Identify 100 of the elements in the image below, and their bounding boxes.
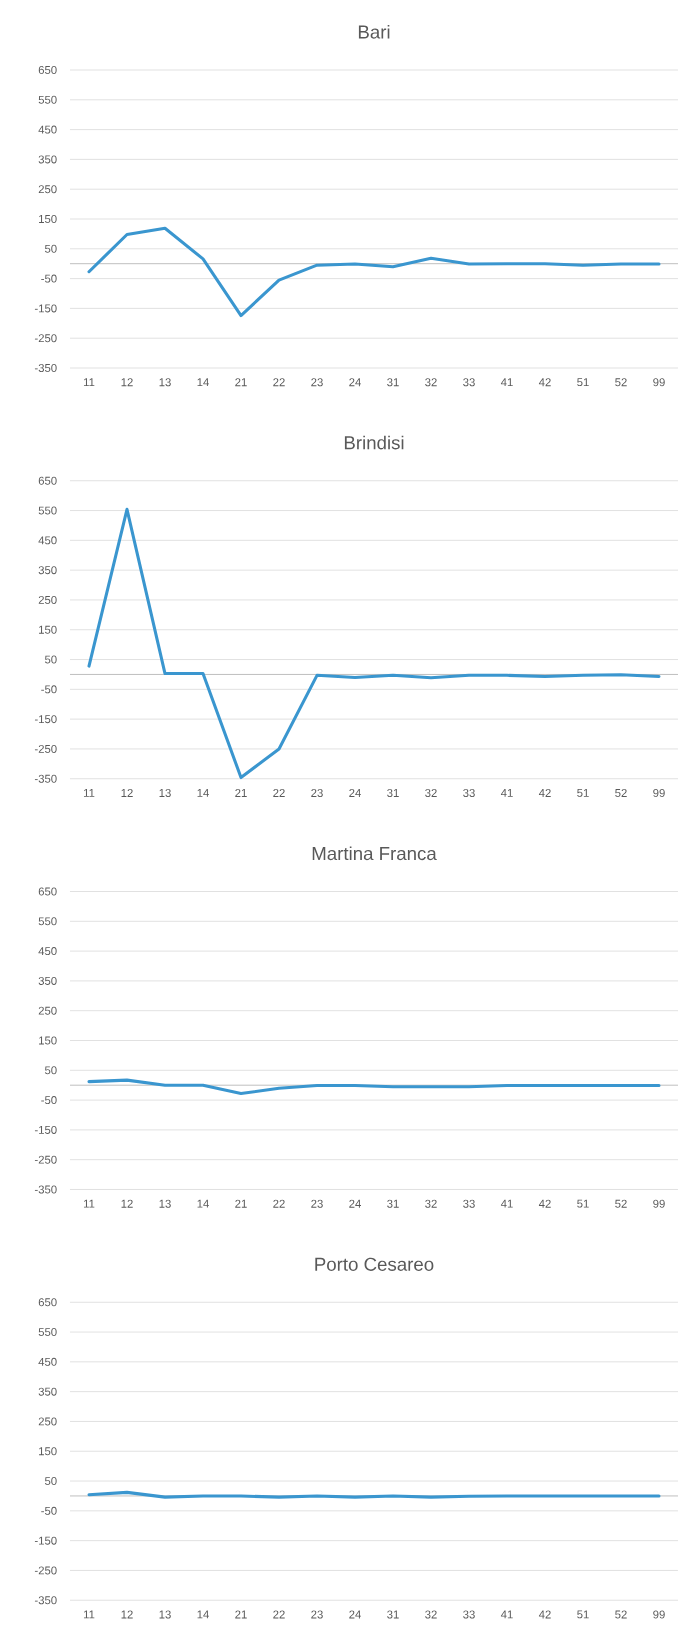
x-tick-label: 22 (273, 378, 285, 387)
x-tick-label: 33 (463, 378, 475, 387)
y-tick-label: 450 (38, 125, 57, 134)
y-tick-label: -150 (34, 1536, 57, 1545)
x-tick-label: 41 (500, 788, 513, 797)
x-tick-label: 31 (387, 1610, 399, 1619)
x-tick-label: 23 (311, 378, 323, 387)
x-tick-label: 21 (235, 378, 247, 387)
x-tick-label: 21 (235, 1610, 247, 1619)
x-tick-label: 21 (235, 1199, 247, 1208)
y-tick-label: 350 (38, 566, 57, 575)
y-tick-label: 350 (38, 155, 57, 164)
y-tick-label: -150 (34, 1125, 57, 1134)
x-tick-label: 24 (349, 1610, 361, 1619)
x-tick-label: 42 (538, 788, 551, 797)
y-tick-label: -50 (41, 274, 57, 283)
y-tick-label: -250 (34, 1566, 57, 1575)
x-tick-label: 12 (121, 378, 133, 387)
x-tick-label: 33 (463, 788, 475, 797)
y-tick-label: 50 (44, 244, 57, 253)
x-tick-label: 12 (121, 1610, 133, 1619)
x-tick-label: 13 (159, 1199, 171, 1208)
x-tick-label: 42 (538, 378, 551, 387)
y-tick-label: -50 (41, 1096, 57, 1105)
x-tick-label: 12 (121, 788, 133, 797)
x-tick-label: 51 (577, 1199, 589, 1208)
x-tick-label: 33 (463, 1610, 475, 1619)
y-tick-label: 150 (39, 1447, 57, 1456)
y-tick-label: 550 (38, 95, 57, 104)
y-tick-label: -350 (34, 363, 57, 372)
x-tick-label: 52 (615, 378, 627, 387)
x-tick-label: 99 (653, 1610, 665, 1619)
y-tick-label: 550 (38, 1328, 57, 1337)
x-tick-label: 51 (577, 788, 589, 797)
chart-title: Martina Franca (312, 846, 437, 861)
x-tick-label: 32 (425, 378, 437, 387)
y-tick-label: 650 (38, 476, 57, 485)
y-tick-label: 350 (38, 976, 57, 985)
x-tick-label: 31 (387, 788, 399, 797)
y-tick-label: 550 (38, 506, 57, 515)
x-tick-label: 14 (197, 1199, 209, 1208)
x-tick-label: 33 (463, 1199, 475, 1208)
y-tick-label: 650 (38, 66, 57, 75)
x-tick-label: 23 (311, 1610, 323, 1619)
x-tick-label: 13 (159, 378, 171, 387)
x-tick-label: 99 (653, 788, 665, 797)
y-tick-label: 350 (38, 1387, 57, 1396)
x-tick-label: 23 (311, 1199, 323, 1208)
y-tick-label: 150 (39, 625, 57, 634)
x-tick-label: 24 (349, 1199, 361, 1208)
y-tick-label: -50 (41, 1506, 57, 1515)
x-tick-label: 11 (83, 378, 95, 387)
x-tick-label: 32 (425, 1610, 437, 1619)
x-tick-label: 42 (538, 1610, 551, 1619)
y-tick-label: -150 (34, 304, 57, 313)
x-tick-label: 32 (425, 788, 437, 797)
x-tick-label: 13 (159, 1610, 171, 1619)
x-tick-label: 41 (500, 1199, 513, 1208)
y-tick-label: -250 (34, 1155, 57, 1164)
y-tick-label: 450 (38, 947, 57, 956)
x-tick-label: 31 (387, 378, 399, 387)
x-tick-label: 24 (349, 788, 361, 797)
x-tick-label: 14 (197, 378, 209, 387)
x-tick-label: 22 (273, 1610, 285, 1619)
x-tick-label: 32 (425, 1199, 437, 1208)
x-tick-label: 41 (500, 1610, 513, 1619)
line-series (87, 507, 661, 780)
y-tick-label: 250 (38, 595, 57, 604)
x-tick-label: 52 (615, 1610, 627, 1619)
y-tick-label: -250 (34, 334, 57, 343)
x-tick-label: 11 (83, 1610, 95, 1619)
x-tick-label: 41 (500, 378, 513, 387)
x-tick-label: 99 (653, 1199, 665, 1208)
x-tick-label: 23 (311, 788, 323, 797)
y-tick-label: -250 (34, 744, 57, 753)
x-tick-label: 11 (83, 788, 95, 797)
y-tick-label: -50 (41, 685, 57, 694)
chart-title: Porto Cesareo (315, 1257, 434, 1271)
y-tick-label: -150 (34, 715, 57, 724)
y-tick-label: -350 (34, 1185, 57, 1194)
y-tick-label: 650 (38, 887, 57, 896)
x-tick-label: 22 (273, 1199, 285, 1208)
y-tick-label: 50 (44, 1477, 57, 1486)
y-tick-label: 250 (38, 1417, 57, 1426)
x-tick-label: 42 (538, 1199, 551, 1208)
x-tick-label: 24 (349, 378, 361, 387)
x-tick-label: 31 (387, 1199, 399, 1208)
x-tick-label: 11 (83, 1199, 95, 1208)
chart-title: Brindisi (344, 435, 404, 450)
y-tick-label: 150 (39, 1036, 57, 1045)
chart-title: Bari (358, 24, 390, 39)
x-tick-label: 51 (577, 378, 589, 387)
y-tick-label: -350 (34, 774, 57, 783)
x-tick-label: 51 (577, 1610, 589, 1619)
y-tick-label: 50 (44, 655, 57, 664)
y-tick-label: 250 (38, 1006, 57, 1015)
x-tick-label: 99 (653, 378, 665, 387)
y-tick-label: 50 (44, 1066, 57, 1075)
y-tick-label: 250 (38, 185, 57, 194)
y-tick-label: 450 (38, 536, 57, 545)
